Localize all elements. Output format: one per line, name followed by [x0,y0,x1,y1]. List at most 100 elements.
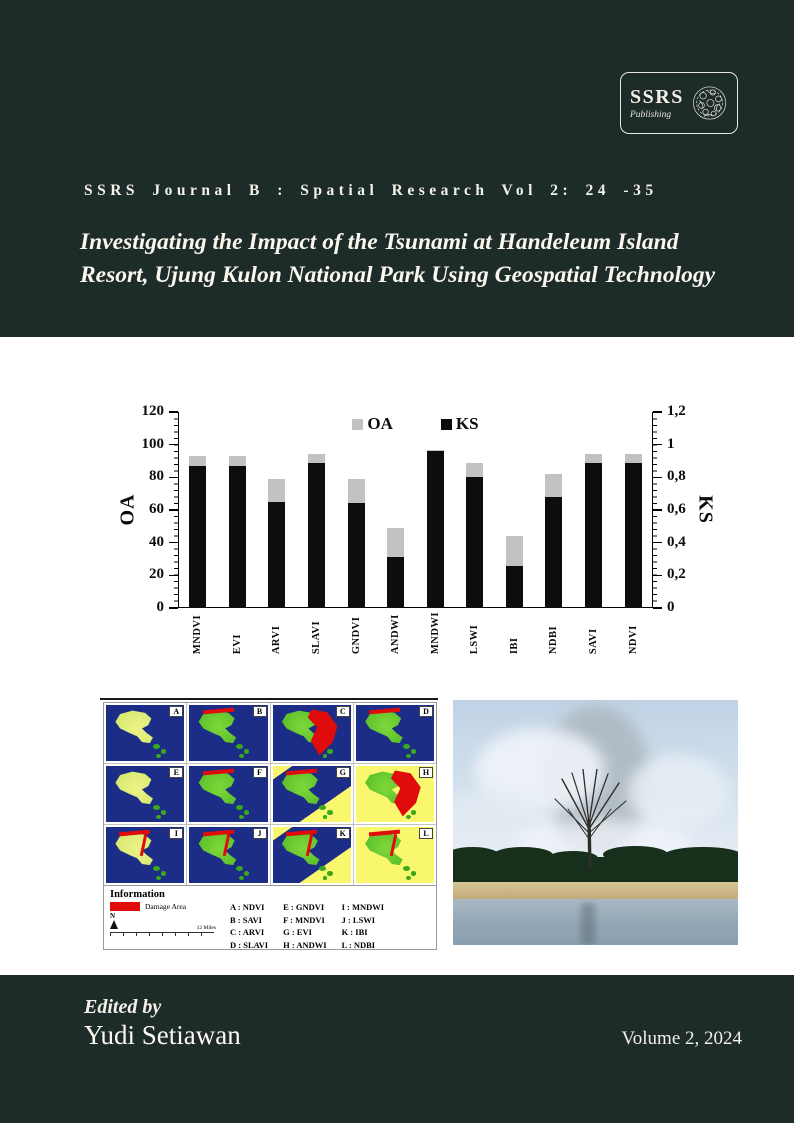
map-legend-entry: H : ANDWI [283,939,327,950]
islet-shape [152,805,160,811]
map-cell: L [353,825,436,885]
tsunami-damage-photo [453,700,738,945]
x-category-text: IBI [508,637,520,655]
north-arrow-icon [110,920,118,929]
major-tick-mark [653,574,662,577]
ks-bar [545,496,563,608]
major-tick-mark [169,541,178,544]
islet-shape [236,744,244,750]
map-cell: J [187,825,270,885]
y-tick-label: 100 [141,435,165,452]
map-legend-entry: B : SAVI [230,914,262,925]
map-cell: C [270,703,353,763]
islet-shape [156,875,161,880]
map-cell-letter: C [335,706,350,717]
chart-yticks-right: 0 0,2 0,4 0,6 0,8 1 1,2 [665,403,709,615]
islet-shape [327,810,333,815]
volume-label: Volume 2, 2024 [621,1028,742,1049]
scalebar-label: 12 Miles [196,925,216,931]
islet-shape [152,744,160,750]
islet-shape [405,814,411,819]
islet-shape [410,749,416,754]
islet-shape [402,744,410,750]
bar-group [308,412,326,608]
tree-reflection [581,903,595,945]
bar-group [268,412,286,608]
islet-shape [405,753,411,758]
y-tick-label: 120 [141,403,165,419]
ornament-globe-icon [692,86,726,120]
treeline [453,857,738,883]
bar-group [387,412,405,608]
map-cell-letter: B [252,706,267,717]
map-cell-letter: A [169,706,184,717]
chart-plot-area [178,412,653,608]
islet-shape [327,871,333,876]
y-tick-label: 1 [667,435,675,452]
bar-group [189,412,207,608]
y-tick-label: 0 [667,599,675,615]
islet-shape [160,871,167,876]
ks-bar [505,565,523,608]
islet-shape [322,814,328,819]
islet-shape [410,871,416,876]
journal-series-line: SSRS Journal B : Spatial Research Vol 2:… [84,182,658,199]
islet-shape [244,810,250,815]
x-category-text: SAVI [588,628,600,655]
x-category-text: LSWI [469,624,481,655]
cover-title-line1: Investigating the Impact of the Tsunami … [80,229,679,255]
islet-shape [405,875,411,880]
major-tick-mark [169,476,178,479]
x-category-text: NDVI [627,625,639,655]
islet-shape [239,814,245,819]
islet-shape [236,866,244,872]
x-category-label: LSWI [466,612,483,654]
islet-shape [319,805,327,811]
islet-shape [402,866,410,872]
map-legend-entry: F : MNDVI [283,914,325,925]
map-legend-entry: J : LSWI [341,914,376,925]
map-image [355,766,434,822]
map-cell: D [353,703,436,763]
y-tick-label: 0,8 [667,468,686,485]
islet-shape [244,871,250,876]
right-axis-ticks [653,411,662,609]
x-category-label: SAVI [585,612,602,654]
major-tick-mark [169,411,178,413]
ks-bar [308,462,326,608]
x-category-text: GNDVI [350,616,362,655]
ks-bar [466,477,484,608]
map-info-header: Information [110,889,165,900]
chart-xlabels: MNDVI EVI ARVI SLAVI GNDVI ANDWI MNDWI LSWI IBI N… [178,612,653,654]
map-cell-letter: D [419,706,433,717]
islet-shape [244,749,250,754]
legend-label: KS [455,414,479,433]
map-legend-column: I : MNDWI J : LSWI K : IBI L : NDBI [342,902,385,950]
major-tick-mark [653,541,662,544]
y-tick-label: 40 [149,533,164,550]
legend-item: OA [352,414,393,434]
x-category-label: EVI [229,612,246,654]
map-cell: E [104,764,187,824]
major-tick-mark [169,443,178,446]
x-category-text: MNDWI [429,612,441,655]
map-legend-entry: A : NDVI [230,902,265,912]
ks-bar [347,503,365,608]
x-category-text: NDBI [548,625,560,655]
cover-title: Investigating the Impact of the Tsunami … [80,226,772,292]
damage-legend-row: Damage Area [110,902,222,911]
y-tick-label: 0,6 [667,501,686,517]
map-cell-letter: L [419,828,433,839]
map-legend-columns: A : NDVI B : SAVI C : ARVI D : SLAVI E : GND… [230,889,384,950]
chart-bars [178,412,653,608]
bar-group [466,412,484,608]
map-legend-column: E : GNDVI F : MNDVI G : EVI H : ANDWI [283,902,326,950]
map-cell: B [187,703,270,763]
edited-by-label: Edited by [84,996,162,1018]
major-tick-mark [169,509,178,511]
legend-item: KS [440,414,479,434]
map-legend-entry: G : EVI [283,927,312,937]
map-cell-letter: J [252,828,267,839]
islet-shape [152,866,160,872]
